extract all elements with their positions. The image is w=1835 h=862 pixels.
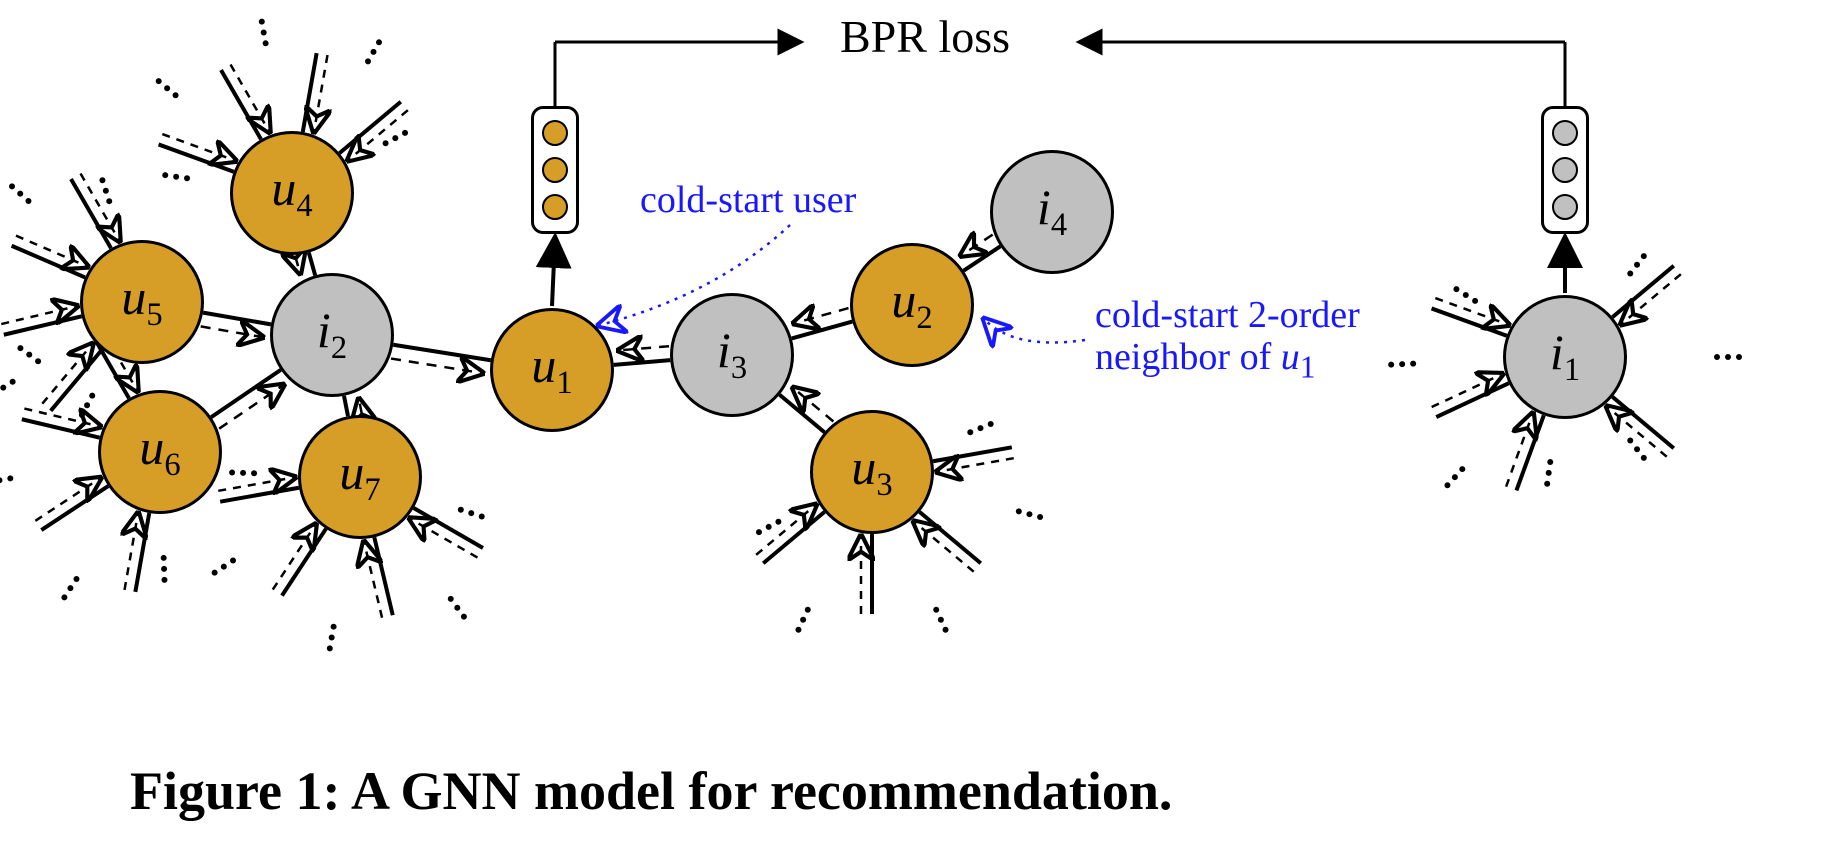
fan-dash-u5-0 — [42, 345, 91, 403]
fan-i1-2 — [1432, 308, 1507, 335]
edge-dash-u4-i2 — [295, 256, 299, 271]
edge-dash-u2-i4 — [963, 235, 993, 255]
fan-u6-1 — [41, 486, 108, 530]
embed-dot — [542, 120, 568, 146]
fan-i1-1 — [1612, 397, 1673, 448]
arrow-u1-to-emb-left — [552, 238, 555, 306]
node-label-u1: u1 — [531, 340, 572, 400]
node-label-u2: u2 — [891, 275, 932, 335]
node-label-i3: i3 — [717, 325, 747, 385]
fan-u6-0 — [135, 513, 149, 592]
fan-u5-1 — [4, 316, 82, 334]
fan-u3-1 — [919, 512, 980, 563]
edge-i3-u3 — [780, 395, 825, 432]
fan-u7-1 — [374, 537, 392, 615]
node-label-u6: u6 — [139, 422, 180, 482]
embed-dot — [1552, 194, 1578, 220]
fan-i1-0 — [1612, 266, 1673, 317]
node-i4: i4 — [990, 150, 1114, 274]
emb-right — [1541, 106, 1589, 234]
edge-dash-i3-u3 — [795, 389, 834, 421]
fan-dash-i1-0 — [1623, 274, 1681, 323]
edge-u7-i2 — [344, 396, 348, 416]
node-i3: i3 — [670, 293, 794, 417]
node-label-u5: u5 — [121, 272, 162, 332]
annotation-cold-start-user: cold-start user — [640, 180, 856, 222]
fan-u4-0 — [159, 144, 234, 171]
node-i2: i2 — [270, 273, 394, 397]
edge-dash-u7-i2 — [359, 401, 361, 413]
node-u4: u4 — [230, 131, 354, 255]
node-label-u3: u3 — [851, 442, 892, 502]
node-u5: u5 — [80, 240, 204, 364]
embed-dot — [1552, 120, 1578, 146]
fan-dash-i1-0 — [1506, 415, 1532, 486]
edge-u4-i2 — [309, 253, 315, 276]
fan-u3-3 — [763, 512, 824, 563]
node-i1: i1 — [1503, 295, 1627, 419]
edge-dash-i2-u1 — [391, 359, 481, 373]
node-label-i4: i4 — [1037, 182, 1067, 242]
edge-i3-u2 — [792, 322, 853, 339]
edge-u5-i2 — [203, 313, 271, 325]
edge-i2-u1 — [393, 345, 491, 361]
fan-u7-3 — [220, 488, 299, 502]
node-u7: u7 — [298, 415, 422, 539]
fan-dash-u4-0 — [162, 134, 233, 160]
edge-dash-i3-u2 — [796, 308, 849, 323]
fan-u4-2 — [303, 53, 317, 132]
node-u1: u1 — [490, 308, 614, 432]
node-u3: u3 — [810, 410, 934, 534]
node-label-i1: i1 — [1550, 327, 1580, 387]
fan-i1-0 — [1516, 415, 1543, 490]
fan-dash-u3-1 — [915, 523, 973, 572]
diagram-canvas: u4 u5 u6 u7 i2 u1 i3 u2 i4 u3 i1 BPR loss cold-start… — [0, 0, 1835, 862]
node-label-i2: i2 — [317, 305, 347, 365]
bpr-loss-label: BPR loss — [840, 10, 1010, 63]
fan-u6-2 — [22, 419, 100, 437]
annotation-arrow-cold-start-neighbor — [985, 320, 1085, 343]
fan-u7-2 — [282, 529, 326, 596]
fan-u4-3 — [339, 102, 400, 153]
edge-u2-i4 — [964, 246, 1001, 270]
fan-dash-u3-3 — [756, 506, 814, 555]
node-u2: u2 — [850, 243, 974, 367]
edge-u1-i3 — [614, 360, 670, 365]
fan-u5-0 — [51, 349, 102, 410]
emb-left — [531, 106, 579, 234]
node-u6: u6 — [98, 390, 222, 514]
fan-dash-u4-3 — [350, 110, 408, 159]
annotation-cold-start-neighbor: cold-start 2-orderneighbor of u1 — [1095, 295, 1360, 385]
fan-u3-0 — [933, 447, 1012, 461]
embed-dot — [542, 157, 568, 183]
figure-caption: Figure 1: A GNN model for recommendation… — [130, 760, 1172, 822]
node-label-u7: u7 — [339, 447, 380, 507]
embed-dot — [542, 194, 568, 220]
embed-dot — [1552, 157, 1578, 183]
fan-dash-i1-2 — [1435, 298, 1506, 324]
edge-dash-u1-i3 — [621, 346, 669, 350]
node-label-u4: u4 — [271, 163, 312, 223]
edge-dash-u5-i2 — [201, 326, 261, 336]
